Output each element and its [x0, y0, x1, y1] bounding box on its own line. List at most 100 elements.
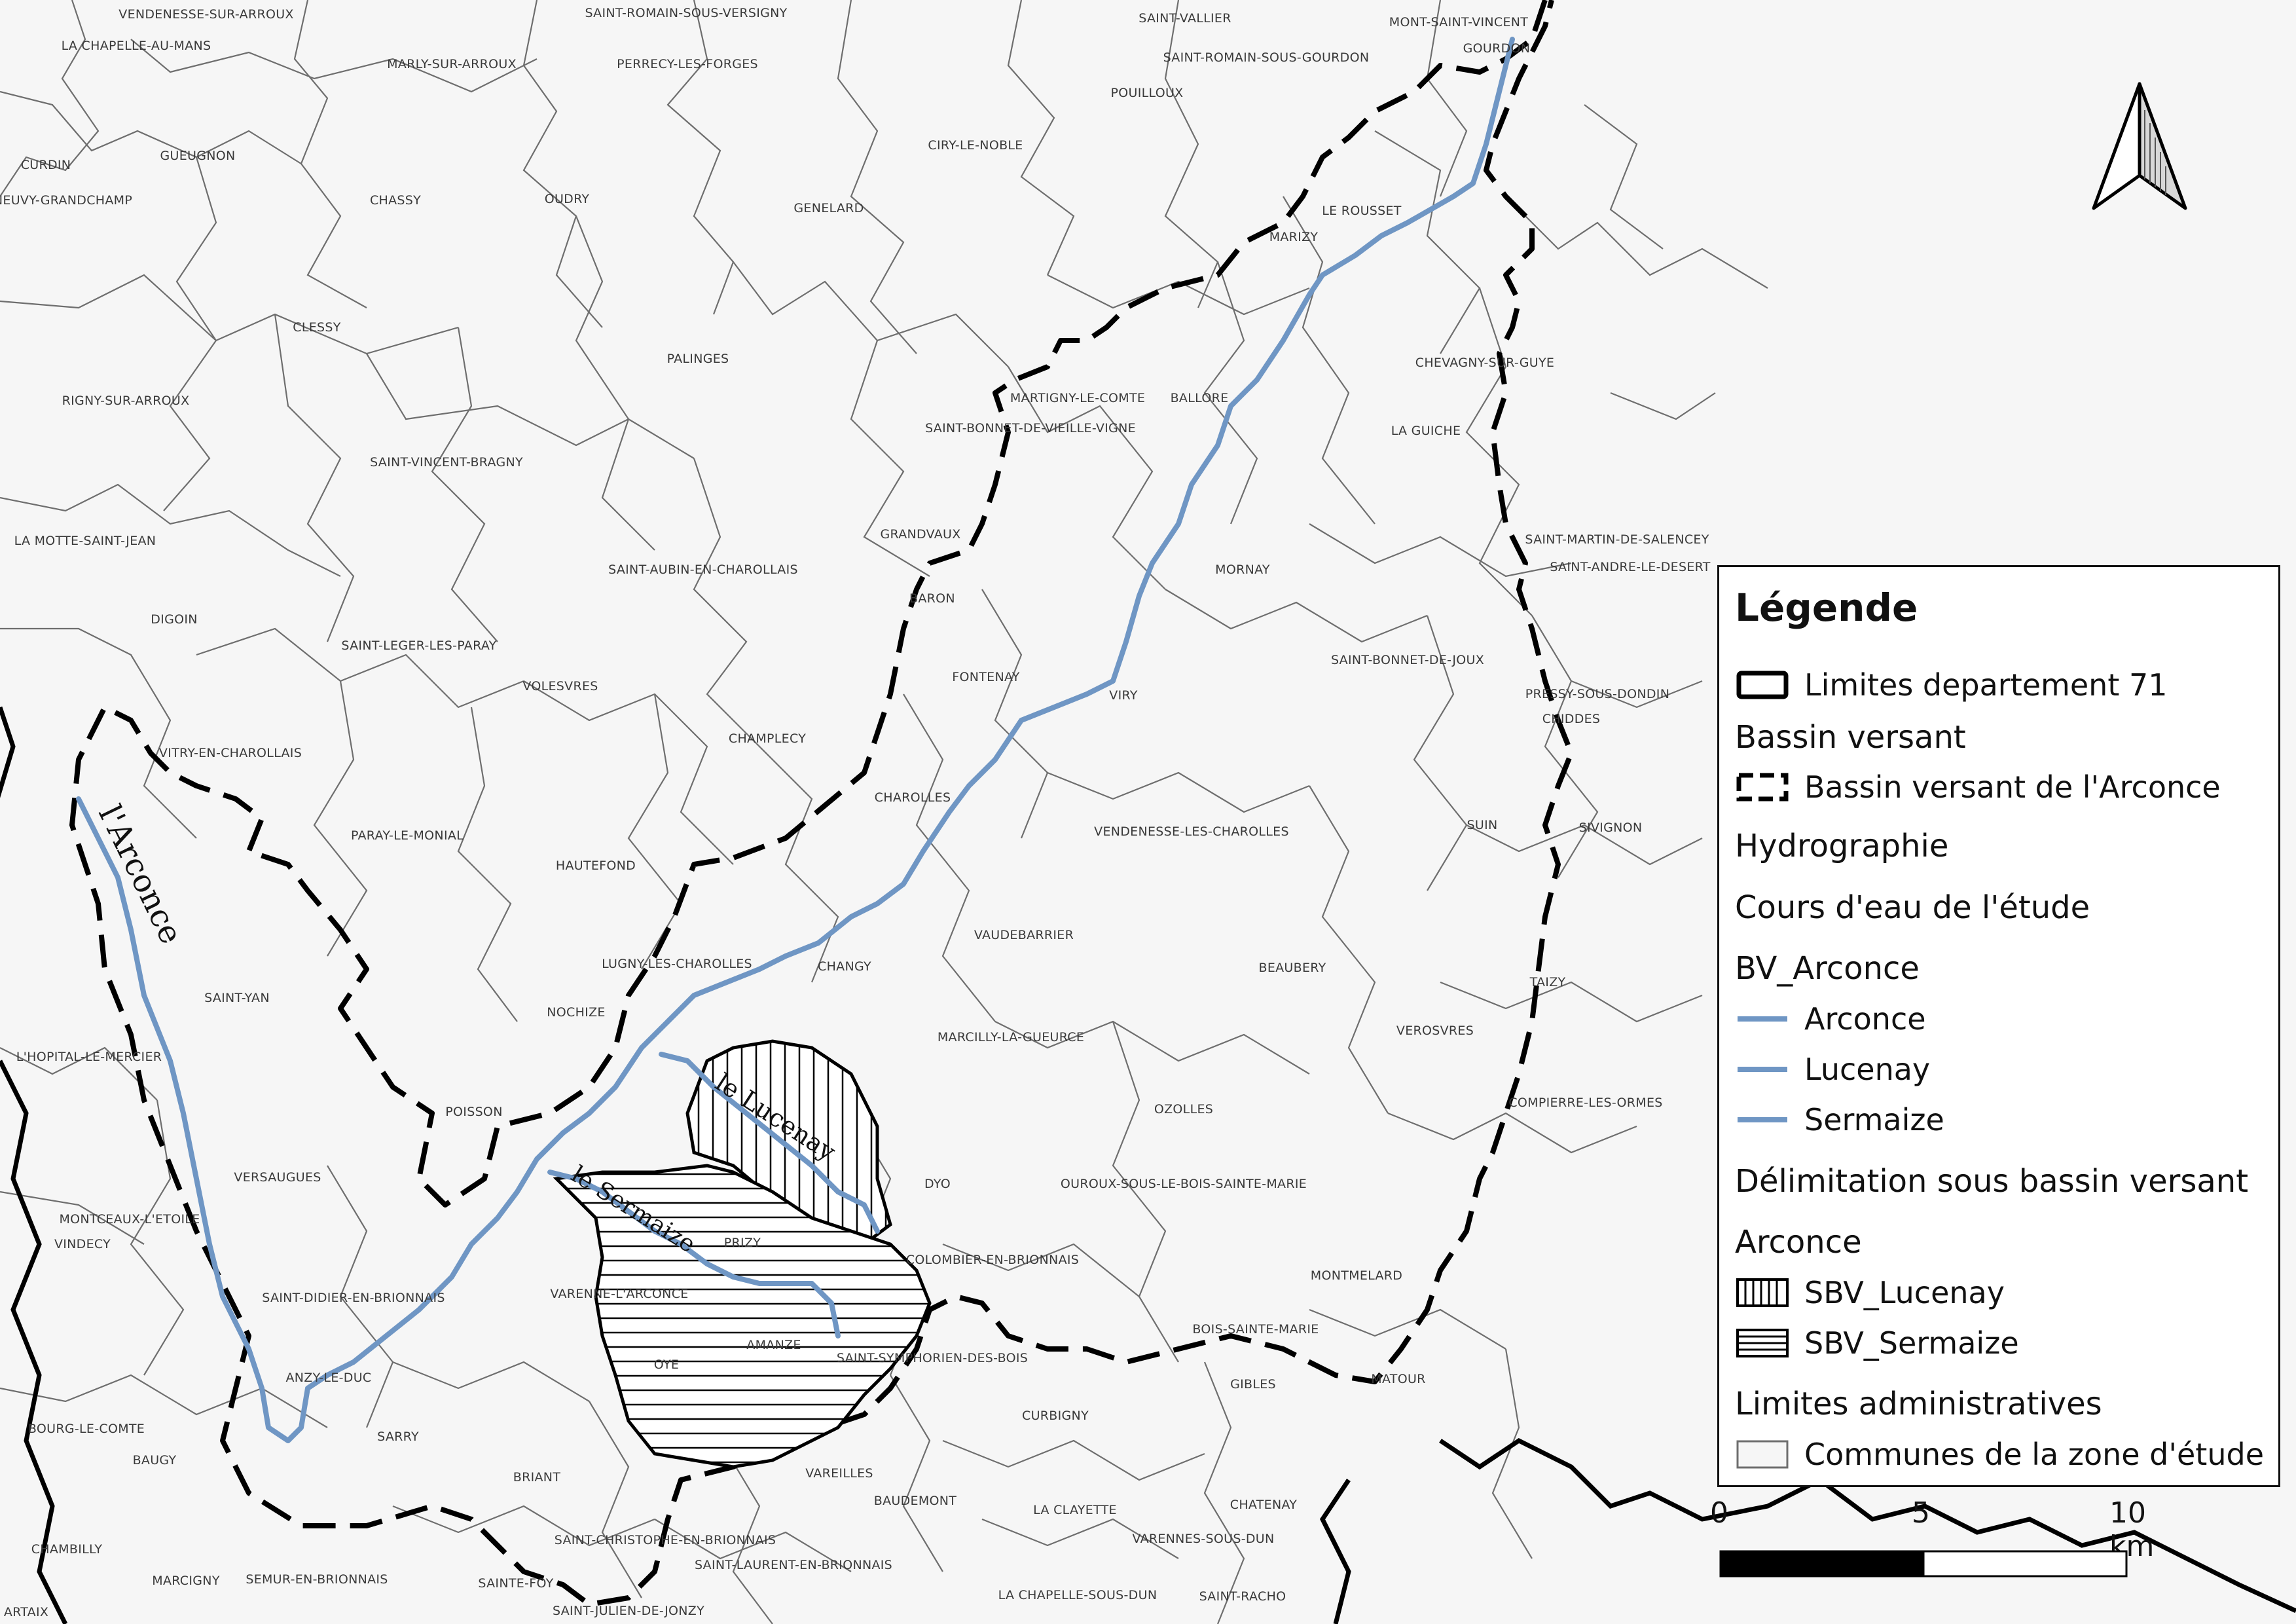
- commune-label: RIGNY-SUR-ARROUX: [62, 394, 190, 408]
- legend-item-sbv-lucenay: SBV_Lucenay: [1735, 1273, 2005, 1312]
- scale-tick-10: 10 km: [2109, 1496, 2155, 1563]
- commune-label: SAINT-JULIEN-DE-JONZY: [553, 1604, 704, 1618]
- commune-label: VIRY: [1109, 688, 1137, 703]
- commune-label: LA CHAPELLE-SOUS-DUN: [998, 1588, 1157, 1602]
- commune-label: VITRY-EN-CHAROLLAIS: [159, 746, 302, 760]
- legend-label-lucenay: Lucenay: [1804, 1052, 1931, 1087]
- commune-label: PRESSY-SOUS-DONDIN: [1525, 687, 1669, 701]
- commune-label: VARENNES-SOUS-DUN: [1132, 1532, 1274, 1546]
- commune-label: LA CHAPELLE-AU-MANS: [62, 39, 211, 53]
- commune-label: OUROUX-SOUS-LE-BOIS-SAINTE-MARIE: [1061, 1177, 1307, 1191]
- legend-label-sbv-sermaize: SBV_Sermaize: [1804, 1325, 2019, 1361]
- river-line-symbol: [1738, 1117, 1787, 1122]
- commune-label: GIBLES: [1230, 1377, 1276, 1392]
- commune-label: BALLORE: [1171, 391, 1229, 405]
- commune-label: MARLY-SUR-ARROUX: [387, 57, 517, 71]
- departement-limit: [0, 706, 2296, 1624]
- dashed-boundary-symbol: [1736, 773, 1789, 802]
- legend-label-arconce: Arconce: [1804, 1001, 1926, 1037]
- commune-label: ANZY-LE-DUC: [286, 1371, 372, 1385]
- commune-label: PRIZY: [724, 1236, 761, 1250]
- commune-label: POUILLOUX: [1111, 86, 1184, 100]
- river-line-symbol: [1738, 1016, 1787, 1022]
- commune-label: SAINT-BONNET-DE-JOUX: [1331, 653, 1484, 667]
- commune-label: BEAUBERY: [1259, 961, 1326, 975]
- commune-label: SAINTE-FOY: [478, 1576, 553, 1591]
- legend-panel: Légende Limites departement 71 Bassin ve…: [1717, 565, 2280, 1487]
- legend-item-sbv-sermaize: SBV_Sermaize: [1735, 1323, 2019, 1363]
- solid-boundary-symbol: [1736, 671, 1789, 699]
- commune-label: BRIANT: [513, 1470, 561, 1485]
- commune-label: CHASSY: [370, 193, 421, 208]
- commune-label: LUGNY-LES-CHAROLLES: [602, 957, 752, 971]
- commune-label: BAUGY: [133, 1453, 177, 1467]
- commune-label: CHANGY: [818, 959, 871, 974]
- commune-label: CHAROLLES: [875, 790, 951, 805]
- legend-group-hydro: Hydrographie: [1735, 828, 1949, 864]
- legend-label-sermaize: Sermaize: [1804, 1102, 1944, 1137]
- commune-label: VEROSVRES: [1396, 1024, 1474, 1038]
- commune-label: HAUTEFOND: [556, 858, 636, 873]
- commune-label: OUDRY: [545, 192, 590, 206]
- commune-label: BOIS-SAINTE-MARIE: [1192, 1322, 1319, 1337]
- commune-label: COMPIERRE-LES-ORMES: [1508, 1096, 1662, 1110]
- commune-label: VAREILLES: [805, 1466, 873, 1481]
- legend-group-bv: BV_Arconce: [1735, 950, 1920, 987]
- commune-label: SAINT-YAN: [204, 991, 270, 1005]
- commune-label: ARTAIX: [4, 1605, 48, 1619]
- horizontal-hatch-symbol: [1736, 1329, 1789, 1357]
- sbv-sermaize-area: [553, 1164, 932, 1469]
- vertical-hatch-symbol: [1736, 1278, 1789, 1307]
- commune-label: MORNAY: [1215, 563, 1270, 577]
- legend-label-departement: Limites departement 71: [1804, 667, 2168, 703]
- legend-label-sbv-lucenay: SBV_Lucenay: [1804, 1275, 2005, 1310]
- commune-label: COLOMBIER-EN-BRIONNAIS: [906, 1253, 1079, 1267]
- commune-label: PERRECY-LES-FORGES: [617, 57, 758, 71]
- legend-title: Légende: [1735, 585, 1918, 630]
- commune-label: SUIN: [1467, 818, 1498, 832]
- commune-label: SAINT-DIDIER-EN-BRIONNAIS: [262, 1291, 445, 1305]
- commune-label: LA CLAYETTE: [1033, 1503, 1117, 1517]
- commune-label: AMANZE: [746, 1338, 801, 1352]
- commune-label: CHAMBILLY: [31, 1542, 103, 1557]
- legend-item-departement: Limites departement 71: [1735, 665, 2168, 705]
- river-sermaize: [547, 1170, 841, 1338]
- commune-label: MONT-SAINT-VINCENT: [1389, 15, 1529, 29]
- commune-label: SAINT-VALLIER: [1139, 11, 1231, 26]
- commune-label: TAIZY: [1529, 975, 1566, 989]
- scale-bar: 0 5 10 km: [1709, 1496, 2167, 1588]
- commune-label: VENDENESSE-LES-CHAROLLES: [1094, 824, 1289, 839]
- commune-label: CHIDDES: [1542, 712, 1601, 726]
- commune-label: BARON: [909, 591, 955, 606]
- commune-label: SAINT-LAURENT-EN-BRIONNAIS: [695, 1558, 892, 1572]
- legend-item-lucenay: Lucenay: [1735, 1050, 1930, 1089]
- commune-label: BOURG-LE-COMTE: [28, 1422, 145, 1436]
- commune-label: LA MOTTE-SAINT-JEAN: [14, 534, 156, 548]
- legend-group-delim: Délimitation sous bassin versant: [1735, 1163, 2249, 1200]
- commune-label: MARCIGNY: [152, 1574, 220, 1588]
- commune-label: GENELARD: [793, 201, 864, 215]
- commune-label: MONTCEAUX-L'ETOILE: [59, 1212, 200, 1227]
- commune-label: SAINT-CHRISTOPHE-EN-BRIONNAIS: [555, 1533, 776, 1547]
- river-lucenay: [659, 1052, 880, 1234]
- commune-label: CURBIGNY: [1022, 1409, 1089, 1423]
- commune-label: VINDECY: [54, 1237, 111, 1251]
- commune-label: NOCHIZE: [547, 1005, 605, 1020]
- scale-tick-0: 0: [1710, 1496, 1728, 1530]
- commune-label: SAINT-RACHO: [1199, 1589, 1286, 1604]
- legend-group-admin: Limites administratives: [1735, 1386, 2102, 1422]
- legend-item-bassin: Bassin versant de l'Arconce: [1735, 767, 2221, 807]
- commune-borders: [0, 0, 1768, 1624]
- commune-label: MARTIGNY-LE-COMTE: [1010, 391, 1145, 405]
- commune-label: MATOUR: [1371, 1372, 1425, 1386]
- commune-label: PARAY-LE-MONIAL: [351, 828, 464, 843]
- commune-label: NEUVY-GRANDCHAMP: [0, 193, 132, 208]
- commune-label: VOLESVRES: [522, 679, 598, 693]
- commune-labels: VENDENESSE-SUR-ARROUX SAINT-ROMAIN-SOUS-…: [0, 6, 1710, 1619]
- commune-label: SAINT-MARTIN-DE-SALENCEY: [1525, 532, 1709, 547]
- commune-label: DIGOIN: [151, 612, 198, 627]
- commune-label: SAINT-SYMPHORIEN-DES-BOIS: [837, 1351, 1028, 1365]
- river-line-symbol: [1738, 1067, 1787, 1072]
- commune-label: GRANDVAUX: [880, 527, 960, 542]
- commune-label: CHAMPLECY: [729, 731, 806, 746]
